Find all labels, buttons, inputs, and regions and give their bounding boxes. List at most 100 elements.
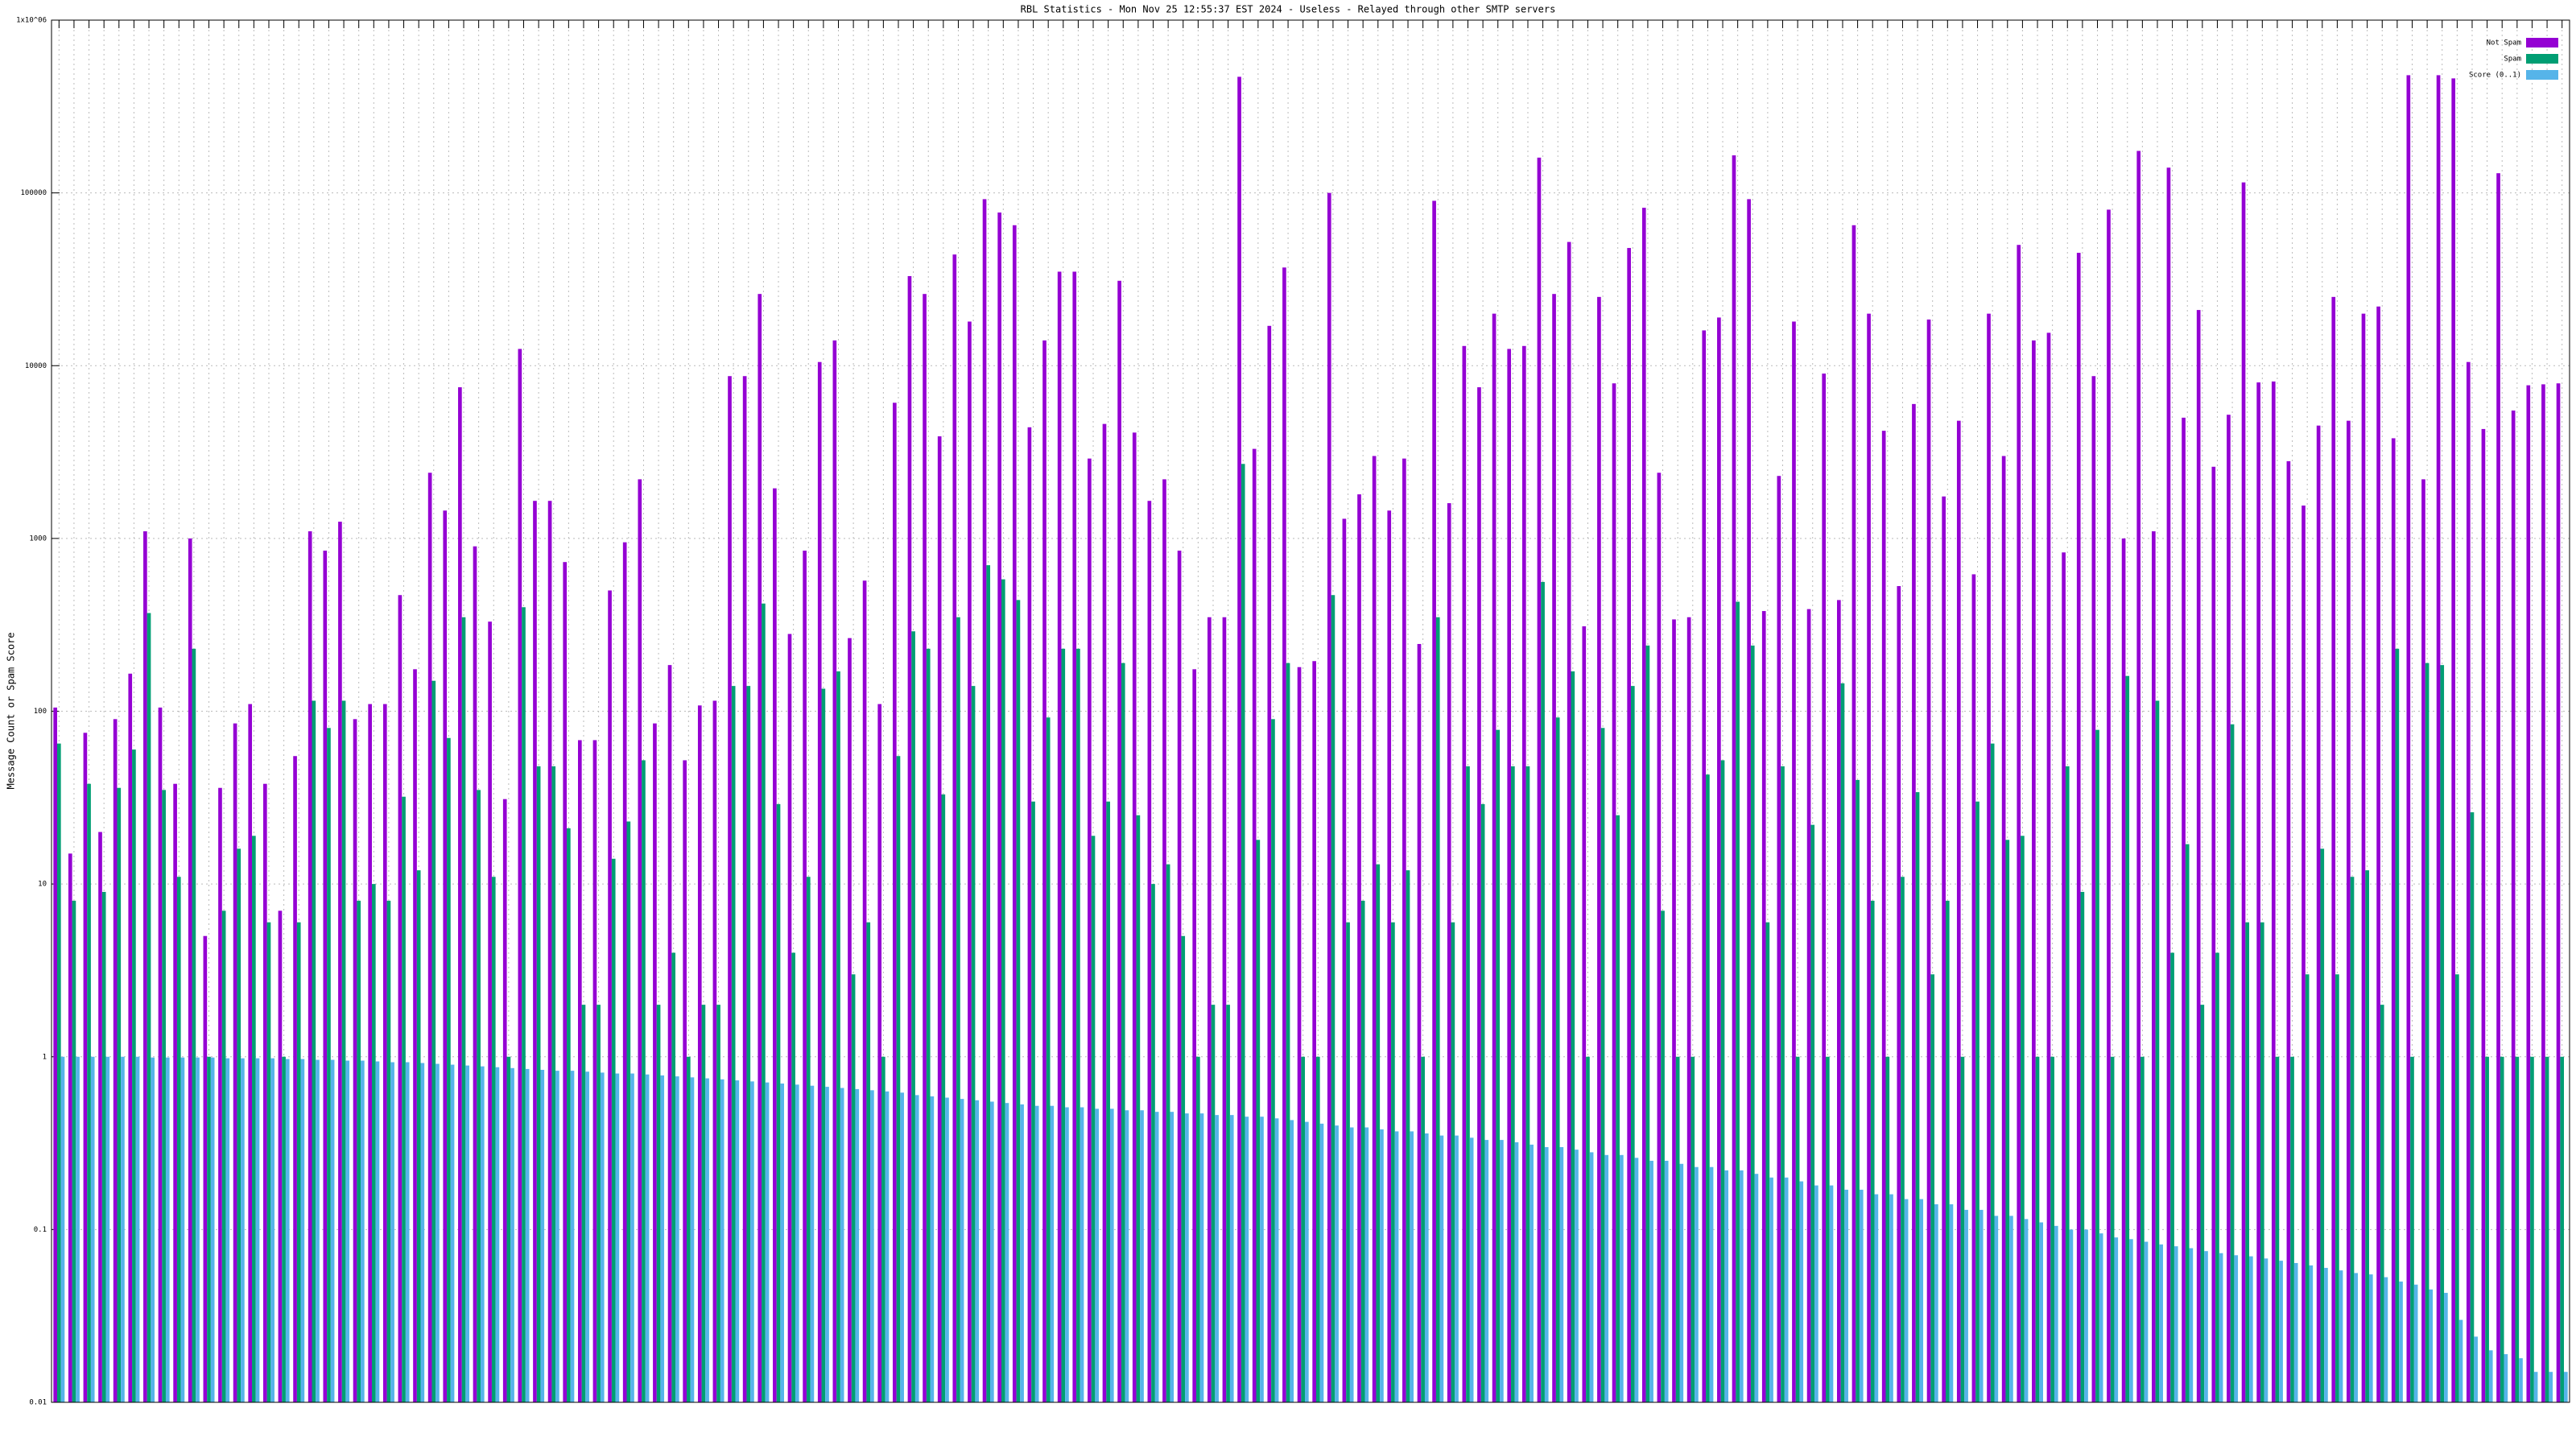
bar: [1417, 643, 1422, 1402]
bar: [1525, 766, 1530, 1402]
bar: [2021, 836, 2025, 1402]
bar: [1005, 1103, 1009, 1402]
bar: [371, 884, 376, 1402]
bar: [1530, 1144, 1534, 1402]
bar: [491, 877, 496, 1402]
bar: [461, 617, 466, 1402]
bar: [361, 1060, 365, 1402]
legend-swatch: [2526, 38, 2558, 47]
bar: [1784, 1177, 1789, 1402]
bar: [2035, 1056, 2040, 1402]
bar: [1934, 1204, 1938, 1402]
bar: [296, 922, 301, 1402]
bar: [2227, 415, 2231, 1402]
bar: [1050, 1105, 1055, 1402]
bar: [2279, 1261, 2283, 1402]
bar: [2365, 870, 2369, 1402]
bar: [1065, 1107, 1069, 1402]
bar: [567, 828, 571, 1402]
bar: [1885, 1056, 1890, 1402]
bar: [1541, 581, 1545, 1402]
bar: [2136, 151, 2141, 1403]
bar: [1496, 729, 1501, 1402]
bar: [686, 1056, 691, 1402]
bar: [626, 821, 631, 1402]
bar: [2519, 1358, 2523, 1402]
bar: [176, 877, 181, 1402]
bar: [2380, 1005, 2384, 1402]
bar: [1215, 1115, 1219, 1402]
bar: [2065, 766, 2070, 1402]
bar: [266, 922, 271, 1402]
bar: [1106, 801, 1110, 1402]
bar: [806, 877, 811, 1402]
bar: [2039, 1222, 2044, 1402]
bar: [285, 1059, 290, 1402]
bar: [1904, 1199, 1909, 1402]
bar: [2320, 848, 2325, 1402]
bar: [1874, 1194, 1879, 1402]
bar: [851, 974, 856, 1402]
bar: [1435, 617, 1440, 1402]
bar: [465, 1065, 470, 1402]
bar: [1852, 225, 1856, 1403]
y-tick-label: 100000: [20, 189, 47, 197]
bar: [2399, 1281, 2403, 1402]
bar: [312, 700, 316, 1402]
bar: [2410, 1056, 2414, 1402]
bar: [1555, 717, 1560, 1402]
bar: [405, 1062, 410, 1402]
bar: [1964, 1209, 1968, 1402]
bar: [1162, 479, 1166, 1402]
bar: [911, 631, 915, 1402]
bar: [1207, 617, 1212, 1402]
bar: [1720, 760, 1725, 1402]
bar: [117, 787, 122, 1402]
bar: [1544, 1146, 1549, 1402]
bar: [1634, 1158, 1639, 1402]
bar: [1630, 686, 1635, 1402]
bar: [2504, 1354, 2508, 1402]
bar: [1095, 1108, 1100, 1402]
bar: [2500, 1056, 2504, 1402]
bar: [1109, 1108, 1114, 1402]
bar: [1761, 611, 1766, 1402]
bar: [1567, 242, 1571, 1403]
bar: [1754, 1174, 1759, 1402]
bar: [1012, 225, 1017, 1403]
y-tick-label: 10: [38, 881, 47, 889]
bar: [1305, 1121, 1309, 1402]
bar: [1806, 609, 1811, 1402]
bar: [1945, 900, 1950, 1402]
bar: [121, 1056, 125, 1402]
bar: [218, 787, 222, 1402]
bar: [615, 1073, 620, 1402]
bar: [2293, 1262, 2298, 1402]
y-tick-label: 1x10^06: [16, 17, 47, 25]
bar: [1604, 1154, 1609, 1402]
bar: [72, 900, 76, 1402]
bar: [795, 1084, 799, 1402]
bar: [480, 1066, 485, 1402]
bar: [1717, 317, 1721, 1403]
bar: [1091, 836, 1096, 1402]
bar: [2170, 952, 2174, 1402]
bar: [1792, 321, 1796, 1402]
bar: [1331, 595, 1335, 1402]
bar: [2421, 479, 2425, 1402]
bar: [2174, 1246, 2178, 1402]
bar: [2219, 1253, 2223, 1402]
bar: [420, 1063, 425, 1402]
bar: [416, 870, 421, 1402]
bar: [986, 565, 991, 1402]
bar: [2436, 75, 2441, 1403]
bar: [2347, 420, 2351, 1402]
bar: [956, 617, 960, 1402]
bar: [2211, 466, 2216, 1403]
bar: [1597, 296, 1601, 1402]
bar: [758, 294, 762, 1403]
bar: [2526, 385, 2531, 1402]
bar: [225, 1058, 230, 1402]
bar: [1335, 1125, 1339, 1402]
bar: [611, 858, 616, 1402]
